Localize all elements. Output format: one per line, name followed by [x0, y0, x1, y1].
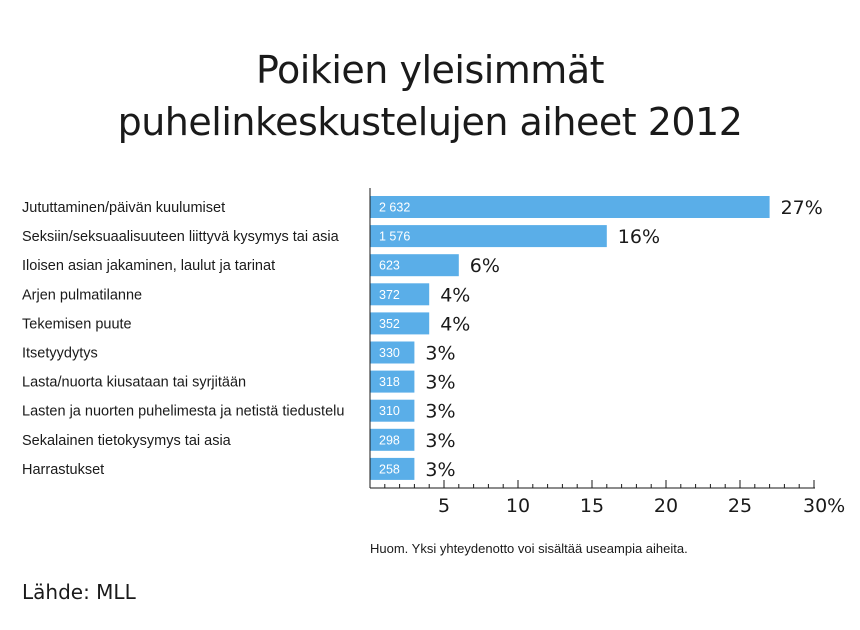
category-label: Lasten ja nuorten puhelimesta ja netistä…: [22, 404, 344, 420]
x-tick-label: 10: [506, 495, 530, 517]
bar: [370, 457, 415, 480]
x-tick-label: 5: [438, 495, 450, 517]
bar: [370, 399, 415, 422]
category-label: Iloisen asian jakaminen, laulut ja tarin…: [22, 258, 275, 274]
category-label: Jututtaminen/päivän kuulumiset: [22, 200, 225, 216]
bar: [370, 341, 415, 364]
bar-count-label: 330: [379, 346, 400, 360]
value-label: 4%: [440, 284, 470, 306]
value-label: 3%: [425, 372, 455, 394]
bar-count-label: 1 576: [379, 230, 410, 244]
category-label: Itsetyydytys: [22, 346, 98, 362]
source-label: Lähde: MLL: [22, 580, 136, 604]
x-tick-label: 25: [728, 495, 752, 517]
bar-count-label: 623: [379, 259, 400, 273]
value-label: 3%: [425, 430, 455, 452]
value-label: 16%: [618, 226, 660, 248]
bar: [370, 283, 430, 306]
category-label: Tekemisen puute: [22, 316, 132, 332]
bar-count-label: 310: [379, 404, 400, 418]
bar: [370, 312, 430, 335]
bar-count-label: 318: [379, 375, 400, 389]
bar-count-label: 258: [379, 462, 400, 476]
category-label: Arjen pulmatilanne: [22, 287, 142, 303]
category-label: Harrastukset: [22, 462, 104, 478]
value-label: 3%: [425, 459, 455, 481]
value-label: 3%: [425, 343, 455, 365]
bar: [370, 254, 459, 277]
category-label: Seksiin/seksuaalisuuteen liittyvä kysymy…: [22, 229, 340, 245]
bar: [370, 428, 415, 451]
x-tick-label: 15: [580, 495, 604, 517]
chart-title-line-1: Poikien yleisimmät: [255, 48, 605, 92]
x-tick-label: 30%: [803, 495, 845, 517]
chart-title-line-2: puhelinkeskustelujen aiheet 2012: [117, 100, 743, 144]
value-label: 27%: [781, 197, 823, 219]
value-label: 6%: [470, 255, 500, 277]
category-label: Lasta/nuorta kiusataan tai syrjitään: [22, 375, 246, 391]
bar-count-label: 352: [379, 317, 400, 331]
bar: [370, 225, 607, 248]
category-label: Sekalainen tietokysymys tai asia: [22, 433, 232, 449]
bar-count-label: 372: [379, 288, 400, 302]
footnote: Huom. Yksi yhteydenotto voi sisältää use…: [370, 541, 688, 556]
bar: [370, 370, 415, 393]
value-label: 4%: [440, 313, 470, 335]
value-label: 3%: [425, 401, 455, 423]
bar: [370, 196, 770, 218]
bar-count-label: 298: [379, 433, 400, 447]
x-tick-label: 20: [654, 495, 678, 517]
bar-count-label: 2 632: [379, 201, 410, 215]
